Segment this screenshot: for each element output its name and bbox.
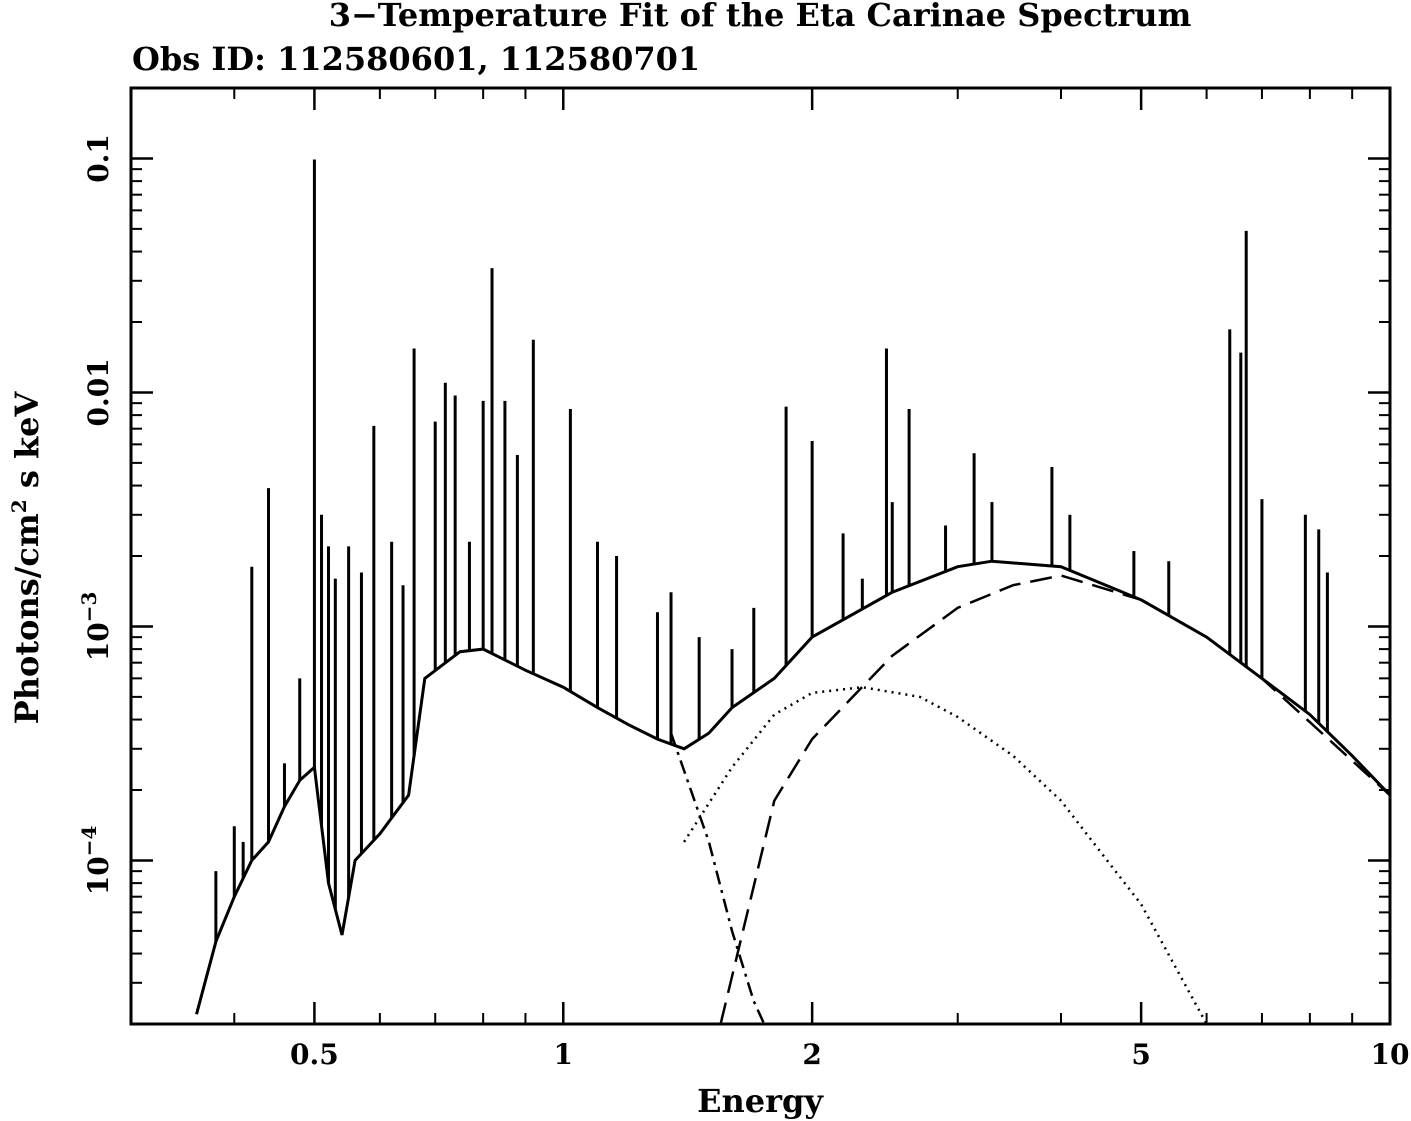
y-tick-label-base-3: 10 (82, 856, 115, 895)
chart-title: 3−Temperature Fit of the Eta Carinae Spe… (329, 0, 1192, 34)
y-tick-label-3: 10−4 (77, 826, 115, 896)
y-tick-label-0: 0.1 (82, 134, 115, 183)
y-axis-label: Photons/cm2 s keV (7, 390, 46, 724)
x-tick-label-0: 0.5 (290, 1038, 339, 1071)
y-tick-label-exp-3: −4 (77, 826, 101, 857)
y-axis-label-main: Photons/cm (8, 513, 46, 724)
y-tick-label-exp-2: −3 (77, 592, 101, 623)
series-layer (195, 159, 1392, 1025)
series-component-3 (683, 685, 1208, 1025)
y-tick-label-1: 0.01 (82, 358, 115, 426)
series-component-2 (719, 574, 1391, 1025)
plot-frame (129, 86, 1392, 1026)
x-tick-label-4: 10 (1371, 1038, 1410, 1071)
x-axis-label: Energy (697, 1082, 824, 1120)
chart-subtitle: Obs ID: 112580601, 112580701 (132, 40, 700, 78)
y-axis-label-tail: s keV (8, 390, 46, 499)
x-tick-label-2: 2 (802, 1038, 821, 1071)
series-total-continuum (195, 559, 1392, 1015)
series-component-1 (669, 732, 766, 1025)
y-tick-label-base-2: 10 (82, 622, 115, 661)
y-axis-label-sup: 2 (7, 499, 31, 513)
y-tick-label-2: 10−3 (77, 592, 115, 662)
y-tick-label-base-1: 0.01 (82, 358, 115, 426)
x-tick-label-1: 1 (554, 1038, 573, 1071)
y-tick-label-base-0: 0.1 (82, 134, 115, 183)
x-tick-label-3: 5 (1131, 1038, 1150, 1071)
